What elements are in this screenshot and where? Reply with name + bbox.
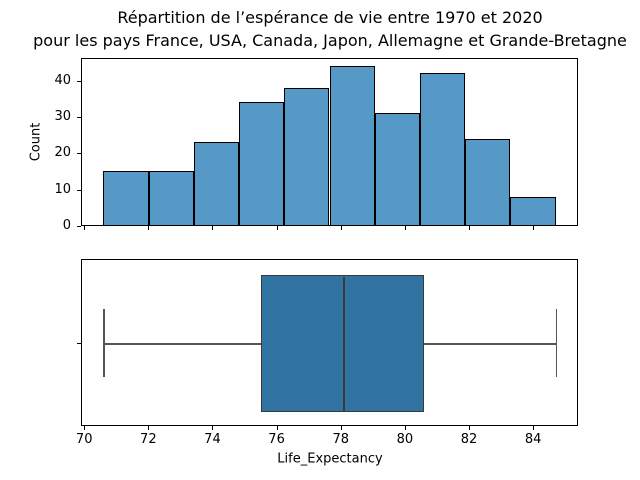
x-tick <box>533 226 535 230</box>
y-tick <box>77 153 81 155</box>
median-line <box>342 276 345 411</box>
x-tick-label: 82 <box>460 432 478 447</box>
whisker-cap-low <box>103 309 105 377</box>
whisker-line-high <box>424 343 556 345</box>
y-tick-label: 10 <box>54 181 71 197</box>
x-tick <box>468 426 470 430</box>
x-tick-label: 76 <box>268 432 285 447</box>
histogram-bar <box>419 73 466 226</box>
chart-title-line1: Répartition de l’espérance de vie entre … <box>117 8 543 27</box>
y-tick <box>77 226 81 227</box>
x-tick-label: 80 <box>396 432 414 447</box>
boxplot-panel <box>81 259 578 426</box>
x-tick-label: 78 <box>332 432 349 447</box>
histogram-bar <box>103 171 149 226</box>
whisker-cap-high <box>555 309 558 377</box>
x-tick-label: 72 <box>140 432 157 447</box>
box-iqr <box>260 275 425 412</box>
y-tick-label: 20 <box>54 145 71 161</box>
x-axis-label: Life_Expectancy <box>277 451 383 467</box>
y-tick <box>77 116 81 118</box>
histogram-bar <box>239 102 285 226</box>
x-tick <box>148 226 150 230</box>
x-tick <box>212 426 214 430</box>
histogram-bar <box>148 171 194 226</box>
x-tick <box>404 226 406 230</box>
histogram-bar <box>374 113 420 226</box>
histogram-bar <box>284 87 330 226</box>
x-tick-label: 74 <box>204 432 221 447</box>
whisker-line-low <box>103 343 261 345</box>
x-tick-label: 70 <box>75 432 93 447</box>
x-tick <box>404 426 406 430</box>
x-tick <box>468 226 470 230</box>
x-tick <box>212 226 214 230</box>
x-tick <box>340 226 342 230</box>
x-tick <box>148 426 150 430</box>
histogram-bar <box>193 142 240 226</box>
x-tick <box>340 426 342 430</box>
histogram-bar <box>465 138 511 226</box>
y-tick-label: 30 <box>54 108 71 124</box>
chart-title-line2: pour les pays France, USA, Canada, Japon… <box>33 31 627 50</box>
x-tick-label: 84 <box>524 432 542 447</box>
x-tick <box>84 426 86 430</box>
x-tick <box>276 226 278 230</box>
x-tick <box>276 426 278 430</box>
x-tick <box>84 226 86 230</box>
x-tick <box>533 426 535 430</box>
y-tick-label: 0 <box>62 218 71 233</box>
y-tick-label: 40 <box>54 72 71 88</box>
y-tick <box>77 189 81 191</box>
box-y-tick <box>77 343 81 344</box>
histogram-bar <box>329 66 375 226</box>
chart-title: Répartition de l’espérance de vie entre … <box>33 6 627 52</box>
histogram-bar <box>510 196 556 226</box>
y-tick <box>77 80 81 82</box>
